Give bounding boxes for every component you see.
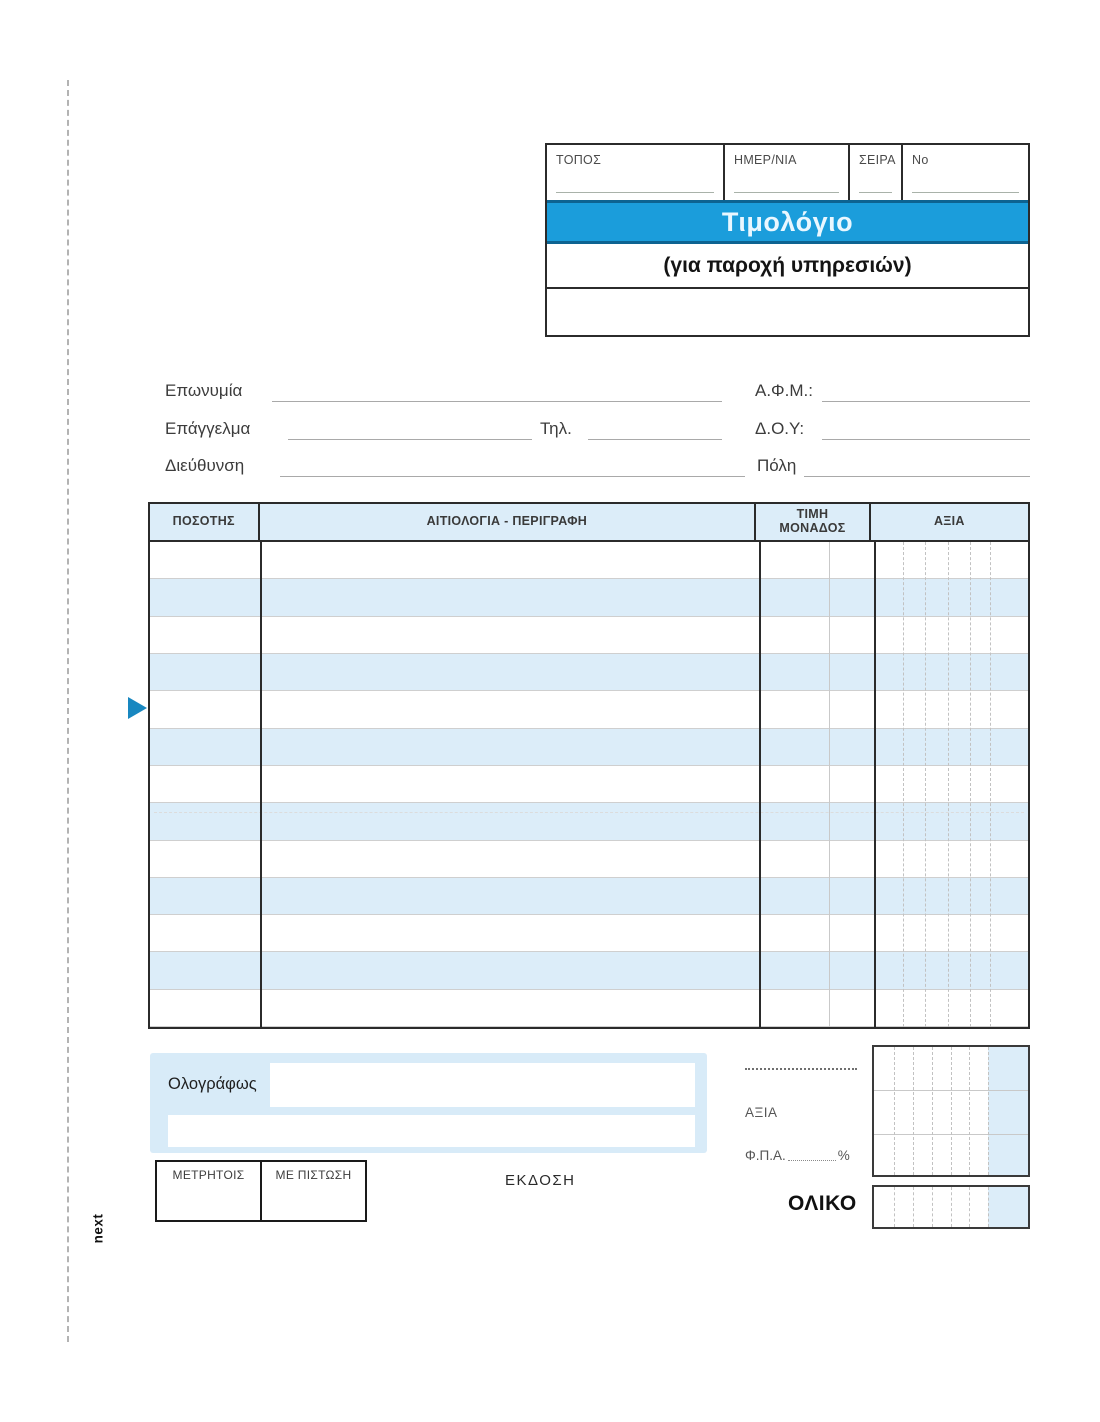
table-row [150,579,1028,617]
series-field: ΣΕΙΡΑ [850,145,903,200]
total-label: ΟΛΙΚΟ [788,1192,857,1215]
net-value-label: ΑΞΙΑ [745,1105,778,1120]
amount-in-words-line-2 [168,1115,695,1147]
table-header-row: ΠΟΣΟΤΗΣ ΑΙΤΙΟΛΟΓΙΑ - ΠΕΡΙΓΡΑΦΗ ΤΙΜΗ ΜΟΝΑ… [150,504,1028,542]
table-row [150,617,1028,654]
unit-price-header: ΤΙΜΗ ΜΟΝΑΔΟΣ [756,504,871,540]
amount-in-words-box: Ολογράφως [150,1053,707,1153]
company-name-label: Επωνυμία [165,381,243,400]
table-row [150,841,1028,878]
header-box: ΤΟΠΟΣ ΗΜΕΡ/ΝΙΑ ΣΕΙΡΑ No Τιμολόγιο (για π… [545,143,1030,337]
topos-label: ΤΟΠΟΣ [556,153,602,167]
percent-sign: % [837,1148,850,1163]
topos-field: ΤΟΠΟΣ [547,145,725,200]
blank-line [556,192,714,193]
phone-line [588,439,722,440]
brand-mark: next [78,1208,118,1248]
description-header: ΑΙΤΙΟΛΟΓΙΑ - ΠΕΡΙΓΡΑΦΗ [260,504,757,540]
digit-divider [988,1187,989,1227]
brand-text: next [90,1213,106,1243]
table-row [150,691,1028,729]
address-label: Διεύθυνση [165,456,245,475]
blank-line [734,192,839,193]
company-name-line [272,401,722,402]
header-empty-row [547,289,1028,335]
profession-label: Επάγγελμα [165,419,251,438]
vat-rate-line [787,1160,836,1161]
payment-method-box: ΜΕΤΡΗΤΟΙΣ ΜΕ ΠΙΣΤΩΣΗ [155,1160,367,1222]
items-table: ΠΟΣΟΤΗΣ ΑΙΤΙΟΛΟΓΙΑ - ΠΕΡΙΓΡΑΦΗ ΤΙΜΗ ΜΟΝΑ… [148,502,1030,1029]
vat-row: Φ.Π.Α. % [745,1148,850,1163]
number-label: No [912,153,929,167]
digit-divider [913,1187,914,1227]
table-row [150,915,1028,953]
issue-label: ΕΚΔΟΣΗ [505,1172,576,1189]
qty-header: ΠΟΣΟΤΗΣ [150,504,260,540]
invoice-subtitle: (για παροχή υπηρεσιών) [547,244,1028,289]
table-row [150,990,1028,1028]
phone-label: Τηλ. [540,419,572,438]
doy-line [822,439,1030,440]
date-label: ΗΜΕΡ/ΝΙΑ [734,153,797,167]
profession-line [288,439,532,440]
blank-line [912,192,1019,193]
value-header: ΑΞΙΑ [933,514,965,529]
invoice-title: Τιμολόγιο [547,200,1028,244]
digit-divider [969,1047,970,1175]
table-row [150,952,1028,990]
amount-in-words-line-1 [270,1063,695,1107]
arrow-marker-icon [128,697,147,719]
table-row [150,653,1028,692]
totals-decimal-column [988,1047,1028,1175]
digit-divider [894,1187,895,1227]
table-row [150,728,1028,766]
amount-in-words-label: Ολογράφως [168,1075,257,1093]
credit-cell: ΜΕ ΠΙΣΤΩΣΗ [275,1168,352,1182]
blank-line [859,192,892,193]
digit-divider [951,1047,952,1175]
header-meta-row: ΤΟΠΟΣ ΗΜΕΡ/ΝΙΑ ΣΕΙΡΑ No [547,145,1028,200]
table-row [150,803,1028,841]
grand-total-box [872,1185,1030,1229]
address-line [280,476,745,477]
date-field: ΗΜΕΡ/ΝΙΑ [725,145,850,200]
table-row [150,877,1028,916]
cash-cell: ΜΕΤΡΗΤΟΙΣ [157,1162,262,1220]
digit-divider [932,1047,933,1175]
number-field: No [903,145,1028,200]
table-row [150,542,1028,580]
total-decimal-column [988,1187,1028,1227]
table-row [150,766,1028,804]
digit-divider [969,1187,970,1227]
table-body [150,542,1028,1028]
doy-label: Δ.Ο.Υ: [755,419,805,438]
afm-label: Α.Φ.Μ.: [755,381,813,400]
totals-dotted-line [745,1068,857,1070]
digit-divider [894,1047,895,1175]
city-label: Πόλη [757,456,797,475]
digit-divider [932,1187,933,1227]
perforation-dashed-line [67,80,69,1342]
digit-divider [951,1187,952,1227]
series-label: ΣΕΙΡΑ [859,153,896,167]
afm-line [822,401,1030,402]
digit-divider [988,1047,989,1175]
totals-grid [872,1045,1030,1177]
city-line [804,476,1030,477]
digit-divider [913,1047,914,1175]
vat-label: Φ.Π.Α. [745,1148,786,1163]
